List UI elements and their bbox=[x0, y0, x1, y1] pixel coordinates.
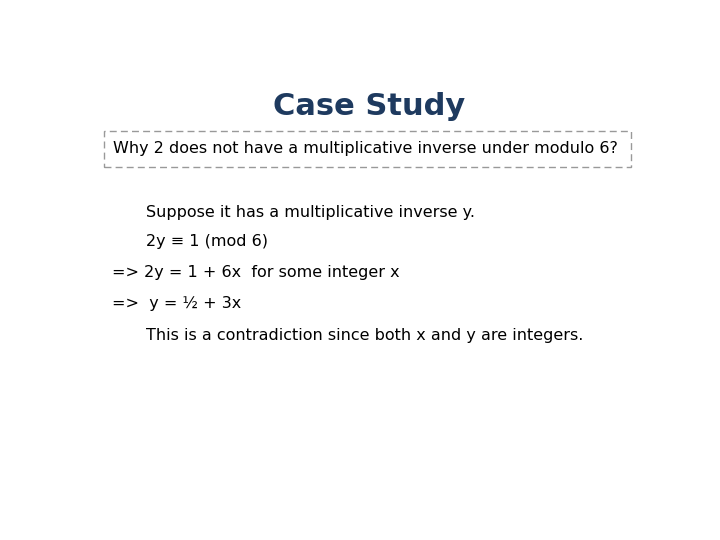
Text: 2y ≡ 1 (mod 6): 2y ≡ 1 (mod 6) bbox=[145, 234, 268, 249]
Text: Suppose it has a multiplicative inverse y.: Suppose it has a multiplicative inverse … bbox=[145, 205, 474, 220]
Text: Case Study: Case Study bbox=[273, 92, 465, 121]
Text: =>  y = ½ + 3x: => y = ½ + 3x bbox=[112, 296, 242, 312]
Text: Why 2 does not have a multiplicative inverse under modulo 6?: Why 2 does not have a multiplicative inv… bbox=[114, 141, 618, 157]
FancyBboxPatch shape bbox=[104, 131, 631, 167]
Text: This is a contradiction since both x and y are integers.: This is a contradiction since both x and… bbox=[145, 328, 583, 342]
Text: => 2y = 1 + 6x  for some integer x: => 2y = 1 + 6x for some integer x bbox=[112, 265, 400, 280]
